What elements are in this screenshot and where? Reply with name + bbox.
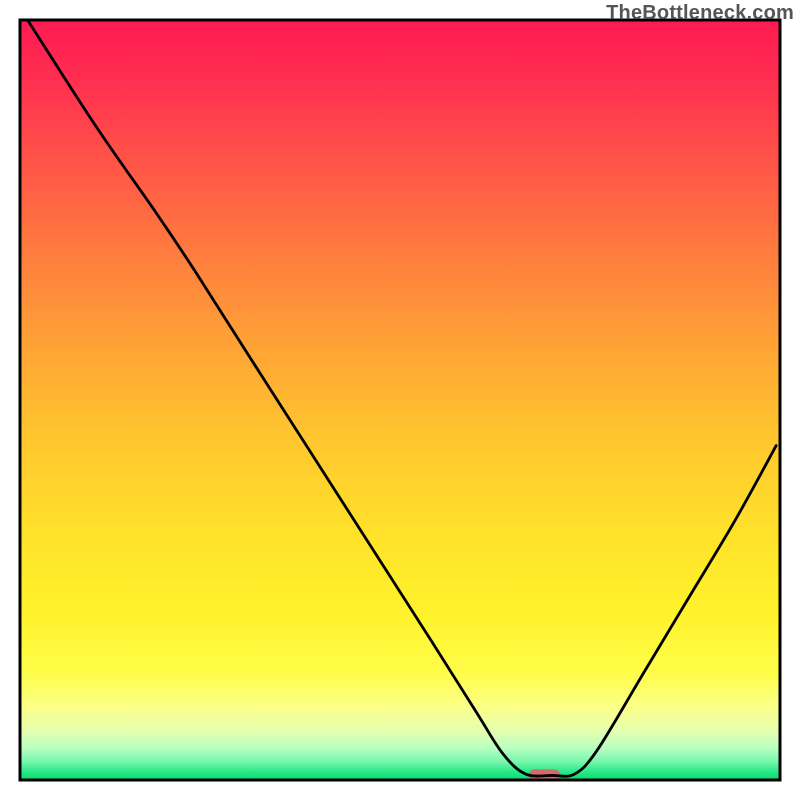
bottleneck-chart — [0, 0, 800, 800]
watermark-label: TheBottleneck.com — [606, 2, 794, 25]
gradient-background — [20, 20, 780, 780]
chart-container: TheBottleneck.com — [0, 0, 800, 800]
